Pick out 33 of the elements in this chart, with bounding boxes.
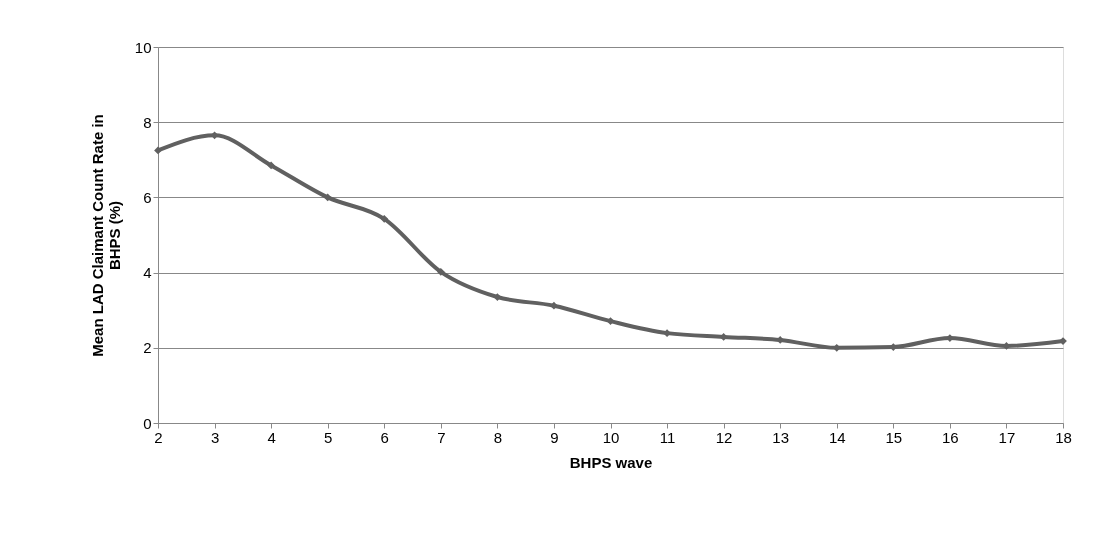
x-tick-label: 11 [659, 428, 676, 446]
point [154, 146, 162, 155]
y-axis-title: Mean LAD Claimant Count Rate in BHPS (%) [88, 114, 123, 357]
x-tick-label: 17 [998, 428, 1016, 446]
point [436, 267, 445, 276]
point [380, 214, 389, 223]
y-tick-label: 10 [134, 38, 152, 56]
x-tick-label: 15 [885, 428, 903, 446]
x-axis-title: BHPS wave [569, 453, 653, 471]
x-tick-label: 2 [154, 428, 163, 446]
x-tick-label: 16 [942, 428, 959, 446]
x-tick-label: 10 [602, 428, 620, 446]
x-tick-label: 8 [493, 428, 503, 446]
point [323, 193, 332, 202]
y-tick-label: 2 [143, 339, 152, 357]
point [267, 161, 275, 170]
point [663, 329, 671, 338]
point [550, 301, 558, 310]
x-tick-label: 9 [550, 428, 559, 446]
y-tick-label: 8 [143, 113, 152, 131]
x-tick-label: 7 [437, 428, 446, 446]
x-tick-label: 6 [380, 428, 389, 446]
y-tick-label: 0 [143, 414, 152, 432]
y-tick-label: 4 [143, 264, 152, 282]
x-tick-label: 4 [267, 428, 276, 446]
x-tick-label: 18 [1055, 428, 1072, 446]
x-tick-label: 3 [210, 428, 220, 446]
x-tick-label: 5 [324, 428, 333, 446]
x-tick-label: 14 [828, 428, 846, 446]
x-tick-label: 12 [715, 428, 733, 446]
x-tick-label: 13 [772, 428, 790, 446]
y-tick-label: 6 [143, 188, 152, 206]
point [606, 317, 615, 325]
